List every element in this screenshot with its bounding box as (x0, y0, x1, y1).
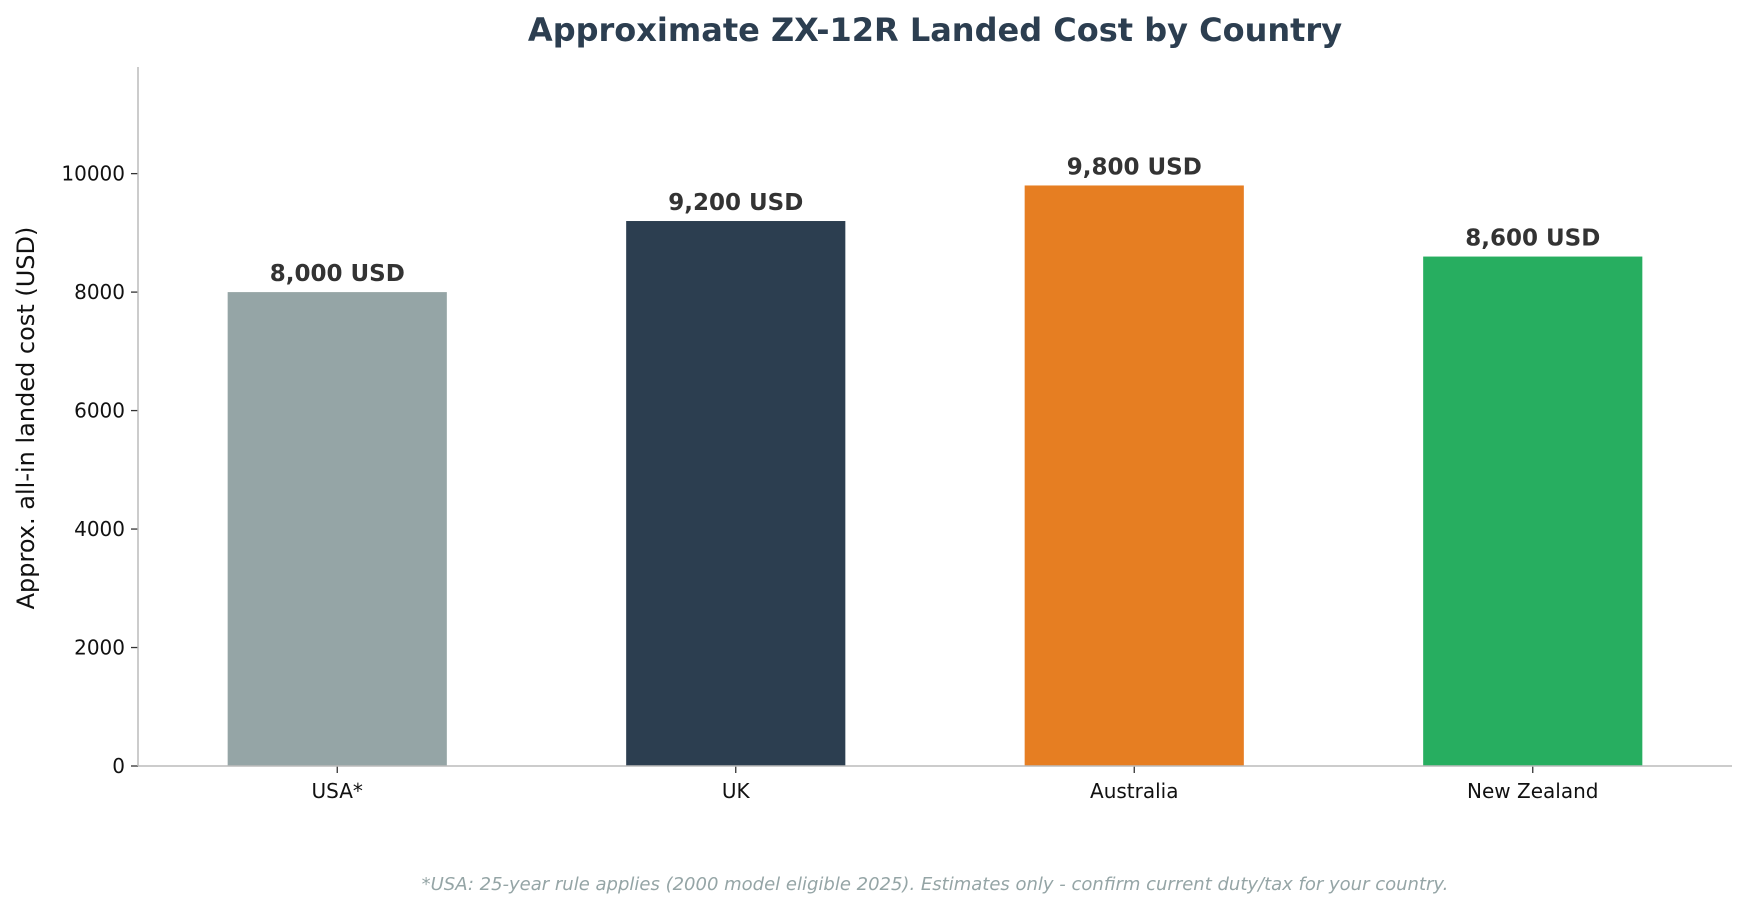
chart-title: Approximate ZX-12R Landed Cost by Countr… (528, 11, 1342, 49)
x-tick-label: New Zealand (1467, 779, 1598, 803)
value-labels-group: 8,000 USD 9,200 USD 9,800 USD 8,600 USD (270, 154, 1601, 287)
bar-2 (1024, 185, 1244, 766)
y-tick-label: 8000 (74, 280, 125, 304)
x-tick-label: USA* (312, 779, 363, 803)
footnote: *USA: 25-year rule applies (2000 model e… (422, 874, 1449, 895)
x-tick-label: Australia (1090, 779, 1178, 803)
bar-3 (1423, 256, 1643, 766)
bar-value-label: 8,600 USD (1465, 226, 1600, 252)
bars-group (227, 185, 1643, 766)
y-tick-label: 2000 (74, 636, 125, 660)
bar-value-label: 9,200 USD (668, 190, 803, 216)
y-tick-label: 10000 (61, 162, 125, 186)
bar-value-label: 9,800 USD (1067, 154, 1202, 180)
y-tick-label: 0 (112, 754, 125, 778)
y-axis-label: Approx. all-in landed cost (USD) (12, 227, 40, 610)
y-tick-label: 6000 (74, 399, 125, 423)
x-tick-label: UK (722, 779, 751, 803)
x-axis-ticks: USA* UK Australia New Zealand (312, 766, 1598, 803)
y-tick-label: 4000 (74, 517, 125, 541)
bar-value-label: 8,000 USD (270, 261, 405, 287)
bar-1 (626, 221, 846, 766)
y-axis-ticks: 0 2000 4000 6000 8000 10000 (61, 162, 138, 778)
bar-0 (227, 292, 447, 766)
